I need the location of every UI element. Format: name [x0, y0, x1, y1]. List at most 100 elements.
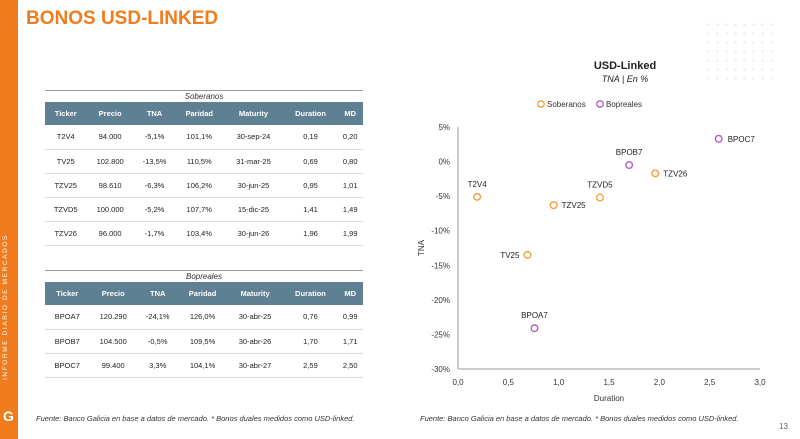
x-tick-label: 2,5: [704, 378, 716, 387]
data-label: TV25: [500, 251, 520, 260]
page-number: 13: [779, 422, 788, 431]
column-header: Maturity: [223, 102, 284, 125]
data-point: [651, 169, 660, 178]
table-cell: T2V4: [45, 125, 87, 150]
data-point: [549, 201, 558, 210]
column-header: Precio: [89, 282, 137, 305]
table-cell: 102.800: [86, 149, 134, 174]
table-cell: 104,1%: [178, 353, 227, 378]
soberanos-table: Ticker Precio TNA Paridad Maturity Duration MD…: [45, 102, 363, 246]
table-cell: 30-abr-25: [226, 305, 284, 330]
table-cell: -6,3%: [133, 173, 176, 198]
column-header: Maturity: [226, 282, 284, 305]
table-cell: BPOA7: [45, 305, 90, 330]
data-label: TZV26: [663, 169, 688, 178]
soberanos-caption: Soberanos: [45, 90, 363, 102]
table-cell: 126,0%: [178, 305, 227, 330]
chart-subtitle: TNA | En %: [601, 74, 649, 84]
legend-marker: [537, 100, 545, 108]
table-cell: 107,7%: [175, 197, 224, 222]
y-tick-label: 5%: [438, 123, 450, 132]
x-tick-label: 1,0: [553, 378, 565, 387]
y-tick-label: -15%: [431, 261, 450, 270]
table-cell: TZV26: [45, 221, 87, 246]
table-cell: 0,19: [283, 125, 338, 150]
table-cell: 106,2%: [175, 173, 224, 198]
column-header: Ticker: [45, 102, 87, 125]
side-bar: [0, 0, 18, 439]
table-cell: 0,99: [337, 305, 363, 330]
data-point: [714, 134, 723, 143]
table-cell: -5,2%: [133, 197, 176, 222]
x-tick-label: 0,0: [452, 378, 464, 387]
table-cell: 15-dic-25: [223, 197, 284, 222]
table-cell: -5,1%: [133, 125, 176, 150]
data-label: TZV25: [562, 201, 587, 210]
column-header: Paridad: [178, 282, 227, 305]
data-point: [523, 250, 532, 259]
column-header: TNA: [133, 102, 176, 125]
table-cell: TZV25: [45, 173, 87, 198]
data-label: BPOA7: [521, 311, 548, 320]
data-point: [530, 324, 539, 333]
table-row: T2V4 94.000 -5,1% 101,1% 30-sep-24 0,19 0,20: [45, 125, 363, 150]
table-cell: 99.400: [89, 353, 137, 378]
data-label: BPOC7: [728, 135, 756, 144]
table-cell: -0,5%: [136, 329, 179, 354]
bopreales-caption: Bopreales: [45, 270, 363, 282]
data-point: [595, 193, 604, 202]
table-cell: 101,1%: [175, 125, 224, 150]
table-row: TZV25 98.610 -6,3% 106,2% 30-jun-25 0,95 1,01: [45, 173, 363, 198]
table-row: TV25 102.800 -13,5% 110,5% 31-mar-25 0,69 0,80: [45, 149, 363, 174]
bopreales-table-block: Bopreales Ticker Precio TNA Paridad Maturity…: [45, 270, 363, 378]
table-cell: 0,80: [337, 149, 363, 174]
y-tick-label: -30%: [431, 365, 450, 374]
y-axis-label: TNA: [417, 239, 426, 256]
column-header: Duration: [283, 282, 338, 305]
data-point: [625, 161, 634, 170]
column-header: Duration: [283, 102, 338, 125]
footnote-right: Fuente: Banco Galicia en base a datos de…: [420, 414, 739, 423]
table-cell: 0,76: [283, 305, 338, 330]
table-cell: 30-jun-26: [223, 221, 284, 246]
table-cell: 30-sep-24: [223, 125, 284, 150]
column-header: Ticker: [45, 282, 90, 305]
table-cell: BPOB7: [45, 329, 90, 354]
table-cell: TV25: [45, 149, 87, 174]
column-header: Precio: [86, 102, 134, 125]
table-cell: 1,99: [337, 221, 363, 246]
table-cell: 96.000: [86, 221, 134, 246]
table-cell: 30-abr-27: [226, 353, 284, 378]
table-cell: -13,5%: [133, 149, 176, 174]
table-cell: 1,96: [283, 221, 338, 246]
page-title: BONOS USD-LINKED: [26, 8, 219, 29]
x-tick-label: 2,0: [654, 378, 666, 387]
footnote-left: Fuente: Banco Galicia en base a datos de…: [36, 414, 355, 423]
table-row: TZVD5 100.000 -5,2% 107,7% 15-dic-25 1,41 1,49: [45, 197, 363, 222]
column-header: MD: [337, 282, 363, 305]
table-cell: 109,5%: [178, 329, 227, 354]
table-cell: 30-abr-26: [226, 329, 284, 354]
table-cell: 1,70: [283, 329, 338, 354]
x-axis-label: Duration: [594, 394, 624, 403]
x-tick-label: 3,0: [754, 378, 766, 387]
data-point: [473, 192, 482, 201]
column-header: TNA: [136, 282, 179, 305]
soberanos-table-block: Soberanos Ticker Precio TNA Paridad Maturity…: [45, 90, 363, 246]
table-cell: 31-mar-25: [223, 149, 284, 174]
table-cell: 0,20: [337, 125, 363, 150]
table-cell: 2,59: [283, 353, 338, 378]
column-header: Paridad: [175, 102, 224, 125]
table-row: BPOA7 120.290 -24,1% 126,0% 30-abr-25 0,76 0,9…: [45, 305, 363, 330]
table-cell: 104.500: [89, 329, 137, 354]
legend-marker: [596, 100, 604, 108]
table-cell: 100.000: [86, 197, 134, 222]
table-cell: 1,49: [337, 197, 363, 222]
table-cell: 94.000: [86, 125, 134, 150]
table-cell: BPOC7: [45, 353, 90, 378]
y-tick-label: -25%: [431, 330, 450, 339]
y-tick-label: -5%: [436, 192, 450, 201]
column-header: MD: [337, 102, 363, 125]
y-tick-label: 0%: [438, 158, 450, 167]
y-tick-label: -20%: [431, 296, 450, 305]
